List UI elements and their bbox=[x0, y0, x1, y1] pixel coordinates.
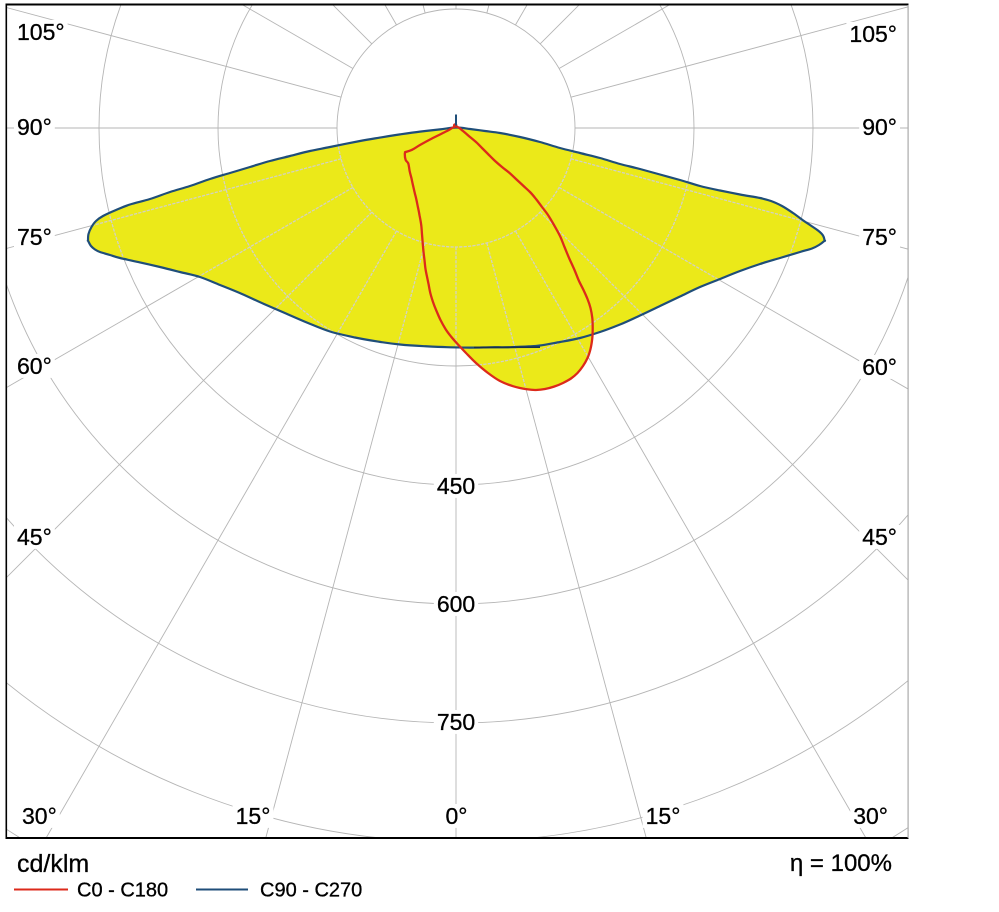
svg-text:600: 600 bbox=[437, 591, 475, 617]
svg-text:75°: 75° bbox=[17, 224, 52, 250]
svg-text:η = 100%: η = 100% bbox=[790, 850, 892, 877]
svg-text:90°: 90° bbox=[862, 114, 897, 140]
svg-text:90°: 90° bbox=[17, 114, 52, 140]
svg-text:60°: 60° bbox=[17, 353, 52, 379]
svg-text:60°: 60° bbox=[862, 354, 897, 380]
svg-text:C90 - C270: C90 - C270 bbox=[260, 880, 362, 902]
svg-text:30°: 30° bbox=[22, 803, 57, 829]
svg-text:450: 450 bbox=[437, 473, 475, 499]
svg-text:15°: 15° bbox=[646, 803, 681, 829]
svg-text:75°: 75° bbox=[862, 224, 897, 250]
svg-text:cd/klm: cd/klm bbox=[17, 850, 89, 878]
svg-text:750: 750 bbox=[437, 709, 475, 735]
svg-text:105°: 105° bbox=[849, 21, 897, 47]
svg-text:45°: 45° bbox=[17, 524, 52, 550]
svg-text:105°: 105° bbox=[17, 19, 65, 45]
svg-text:15°: 15° bbox=[236, 803, 271, 829]
svg-text:45°: 45° bbox=[862, 524, 897, 550]
svg-text:30°: 30° bbox=[853, 803, 888, 829]
svg-text:C0 - C180: C0 - C180 bbox=[77, 880, 168, 902]
svg-text:0°: 0° bbox=[446, 803, 468, 829]
